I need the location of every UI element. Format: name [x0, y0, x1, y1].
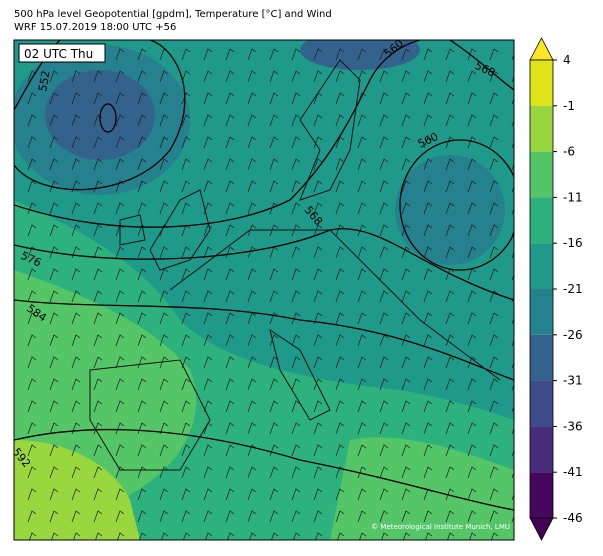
colorbar-bin — [530, 289, 553, 335]
colorbar-tick-label: 4 — [563, 53, 571, 67]
contour-label: 552 — [36, 70, 52, 93]
title-line: 500 hPa level Geopotential [gpdm], Tempe… — [14, 9, 332, 20]
colorbar-bin — [530, 380, 553, 427]
colorbar-tick-label: -11 — [563, 190, 583, 204]
colorbar-bin — [530, 472, 553, 518]
colorbar-tick-label: -21 — [563, 282, 583, 296]
colorbar-tick-label: -26 — [563, 328, 583, 342]
map: 552 560 560 568 568 576 584 592 © Meteor… — [14, 40, 514, 540]
colorbar-tick-label: -41 — [563, 465, 583, 479]
title-line: WRF 15.07.2019 18:00 UTC +56 — [14, 22, 176, 33]
colorbar-tick-label: -16 — [563, 236, 583, 250]
colorbar-tick-label: -31 — [563, 374, 583, 388]
time-label: 02 UTC Thu — [24, 47, 93, 61]
colorbar-extend-under — [529, 517, 554, 541]
colorbar-bin — [530, 105, 553, 152]
colorbar: 4 -1 -6 -11 -16 -21 -26 -31 -36 -41 -46 — [529, 37, 583, 541]
colorbar-bin — [530, 151, 553, 198]
colorbar-bin — [530, 197, 553, 244]
colorbar-bin — [530, 334, 553, 381]
colorbar-bin — [530, 60, 553, 106]
map-frame — [13, 39, 515, 541]
copyright: © Meteorological Institute Munich, LMU — [371, 523, 510, 531]
colorbar-bin — [530, 426, 553, 473]
colorbar-tick-label: -36 — [563, 419, 583, 433]
time-box — [18, 43, 106, 63]
wind-barbs — [14, 40, 514, 540]
colorbar-tick-label: -46 — [563, 511, 583, 525]
colorbar-bin — [530, 243, 553, 289]
colorbar-extend-over — [529, 37, 554, 61]
contours — [14, 40, 514, 511]
colorbar-tick-label: -6 — [563, 145, 575, 159]
colorbar-tick-label: -1 — [563, 99, 575, 113]
